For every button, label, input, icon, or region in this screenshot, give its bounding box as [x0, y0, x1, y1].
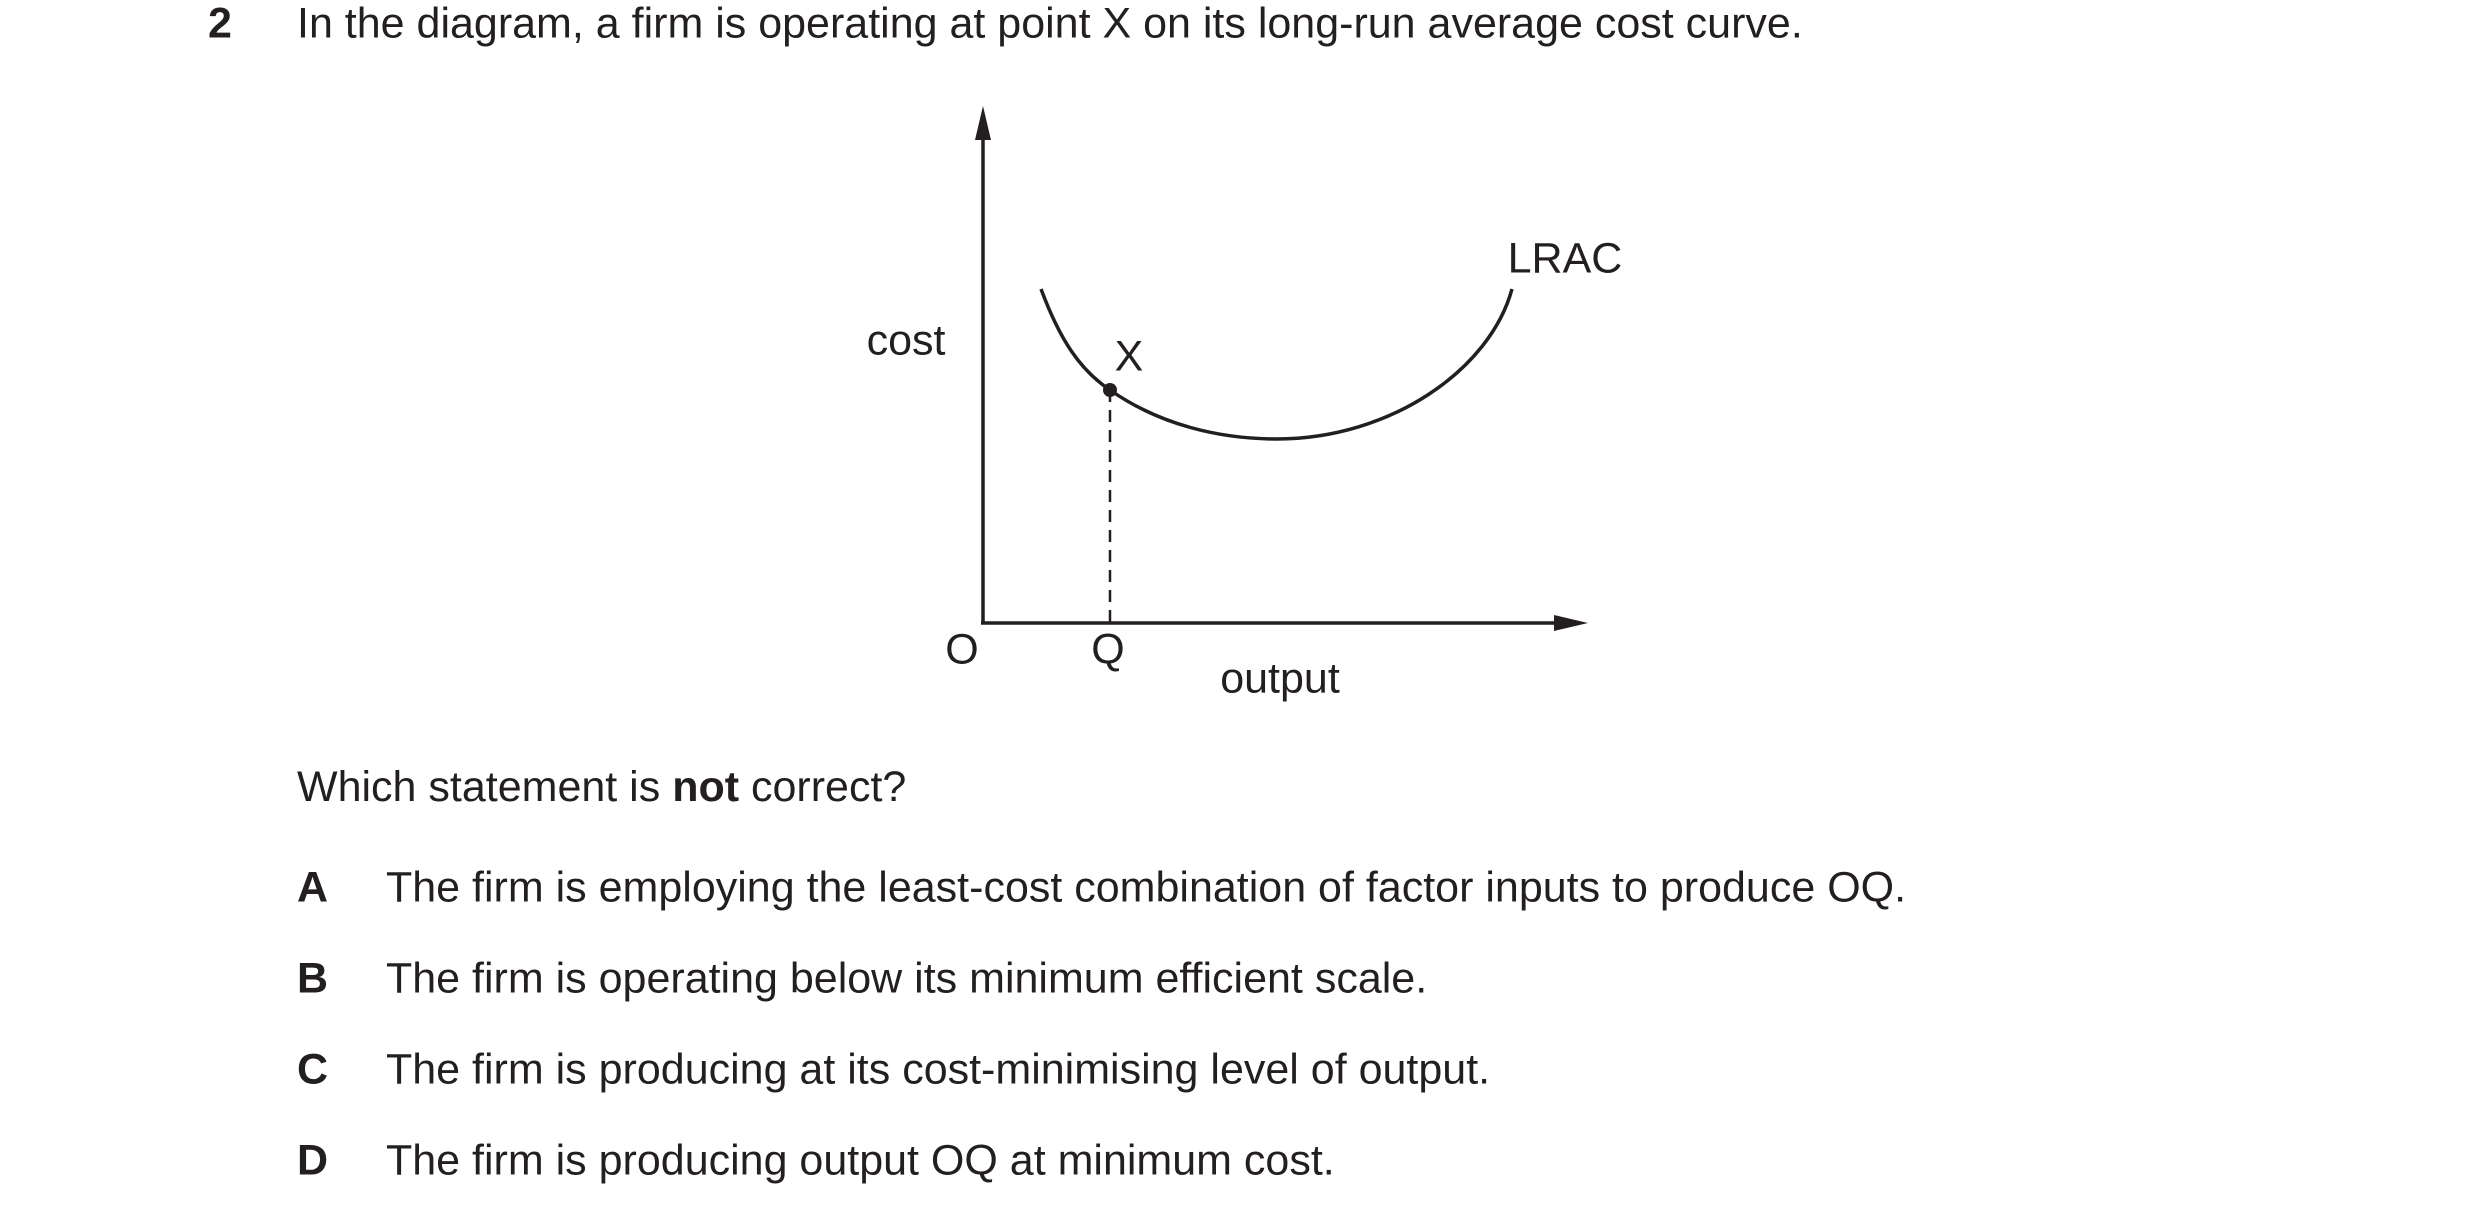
y-arrow	[975, 106, 991, 140]
prompt-emphasis: not	[672, 763, 739, 811]
option-text: The firm is producing output OQ at minim…	[386, 1136, 1335, 1184]
x-label: output	[1220, 654, 1340, 702]
options: A The firm is employing the least-cost co…	[297, 863, 1906, 1184]
curve-label: LRAC	[1508, 234, 1623, 282]
prompt-text: Which statement is	[297, 763, 660, 811]
question-text: In the diagram, a firm is operating at p…	[297, 0, 1803, 47]
origin-label: O	[945, 625, 978, 673]
y-label: cost	[867, 316, 946, 364]
x-arrow	[1554, 615, 1588, 631]
question-number: 2	[208, 0, 232, 47]
option-letter: A	[297, 863, 328, 911]
option-letter: B	[297, 954, 328, 1002]
point-label: X	[1115, 332, 1144, 380]
diagram	[975, 106, 1588, 631]
lrac-curve	[1039, 288, 1514, 441]
option-text: The firm is producing at its cost-minimi…	[386, 1045, 1490, 1093]
option-letter: C	[297, 1045, 328, 1093]
prompt: Which statement is not correct?	[297, 763, 906, 811]
point-x	[1103, 383, 1117, 397]
option-text: The firm is operating below its minimum …	[386, 954, 1427, 1002]
option-letter: D	[297, 1136, 328, 1184]
prompt-text: correct?	[751, 763, 906, 811]
q-label: Q	[1091, 625, 1124, 673]
option-text: The firm is employing the least-cost com…	[386, 863, 1906, 911]
